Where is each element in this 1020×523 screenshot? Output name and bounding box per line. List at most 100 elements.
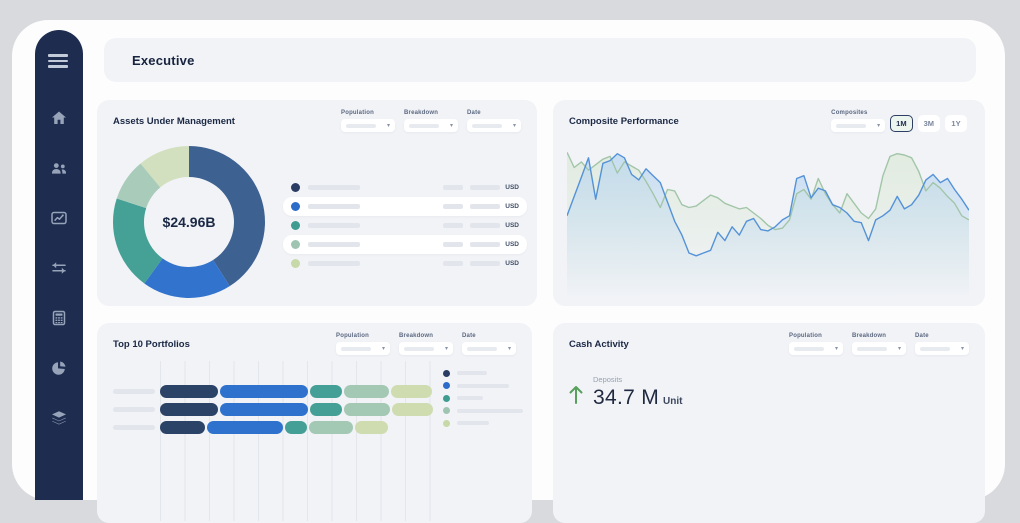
cash-filter-breakdown: Breakdown ▾	[852, 333, 906, 355]
currency-label: USD	[505, 241, 519, 248]
cash-date-select[interactable]: ▾	[915, 342, 969, 355]
cash-filter-date: Date ▾	[915, 333, 969, 355]
deposits-unit: Unit	[663, 396, 683, 407]
bar-segment	[310, 403, 342, 416]
select-placeholder	[794, 346, 824, 351]
value-skeleton	[443, 261, 464, 266]
name-skeleton	[308, 204, 360, 209]
page-title: Executive	[132, 52, 195, 68]
filter-label: Population	[789, 333, 822, 339]
filter-label: Population	[336, 333, 369, 339]
deposits-value: 34.7 M	[593, 386, 659, 409]
legend-item	[443, 382, 523, 389]
top-10-portfolios-card: Top 10 Portfolios Population ▾ Breakdown ▾ D…	[97, 323, 532, 523]
composite-blue-area	[567, 153, 969, 298]
sidebar-item-transactions[interactable]	[49, 258, 69, 278]
sidebar-item-calculator[interactable]	[49, 308, 69, 328]
value-skeleton	[470, 242, 501, 247]
aum-legend-row: USD	[283, 254, 527, 273]
sidebar-item-layers[interactable]	[49, 408, 69, 428]
name-skeleton	[308, 185, 360, 190]
top10-breakdown-select[interactable]: ▾	[399, 342, 453, 355]
chevron-down-icon: ▾	[877, 122, 881, 129]
top10-date-select[interactable]: ▾	[462, 342, 516, 355]
legend-dot	[443, 394, 450, 402]
cash-filter-population: Population ▾	[789, 333, 843, 355]
composites-filter: Composites ▾	[831, 110, 886, 132]
top10-filter-date: Date ▾	[462, 333, 516, 355]
currency-label: USD	[505, 222, 519, 229]
chevron-down-icon: ▾	[386, 122, 390, 129]
legend-dot	[291, 240, 300, 249]
aum-filters: Population ▾ Breakdown ▾ Date ▾	[341, 110, 521, 132]
cash-population-select[interactable]: ▾	[789, 342, 843, 355]
sidebar-nav	[49, 108, 69, 428]
aum-date-select[interactable]: ▾	[467, 119, 521, 132]
portfolio-bar-row	[113, 403, 435, 416]
donut-segment-4	[116, 163, 161, 209]
composite-performance-card: Composite Performance Composites ▾ 1M 3M 1Y	[553, 100, 985, 306]
cash-breakdown-select[interactable]: ▾	[852, 342, 906, 355]
chevron-down-icon: ▾	[834, 345, 838, 352]
aum-breakdown-select[interactable]: ▾	[404, 119, 458, 132]
aum-legend-row: USD	[283, 197, 527, 216]
select-placeholder	[472, 123, 502, 128]
period-button-1y[interactable]: 1Y	[945, 115, 967, 132]
chevron-down-icon: ▾	[897, 345, 901, 352]
value-skeleton	[443, 242, 464, 247]
filter-label: Population	[341, 110, 374, 116]
header-bar: Executive	[104, 38, 976, 82]
period-button-1m[interactable]: 1M	[890, 115, 913, 132]
aum-filter-breakdown: Breakdown ▾	[404, 110, 458, 132]
sidebar	[35, 30, 83, 500]
bar-segment	[160, 385, 218, 398]
sidebar-item-clients[interactable]	[49, 158, 69, 178]
name-skeleton	[308, 223, 360, 228]
bar-segment	[160, 421, 205, 434]
select-placeholder	[404, 346, 434, 351]
aum-population-select[interactable]: ▾	[341, 119, 395, 132]
cash-card-title: Cash Activity	[569, 339, 629, 350]
bar-segment	[392, 403, 433, 416]
assets-under-management-card: Assets Under Management Population ▾ Break…	[97, 100, 537, 306]
cash-filters: Population ▾ Breakdown ▾ Date ▾	[789, 333, 969, 355]
currency-label: USD	[505, 260, 519, 267]
calculator-icon	[52, 310, 66, 326]
aum-filter-population: Population ▾	[341, 110, 395, 132]
filter-label: Date	[462, 333, 476, 339]
select-placeholder	[346, 123, 376, 128]
aum-filter-date: Date ▾	[467, 110, 521, 132]
sidebar-item-performance[interactable]	[49, 208, 69, 228]
legend-label-skeleton	[457, 383, 509, 388]
period-button-3m[interactable]: 3M	[917, 115, 940, 132]
composites-select[interactable]: ▾	[831, 119, 886, 132]
aum-card-title: Assets Under Management	[113, 116, 235, 127]
value-skeleton	[470, 261, 501, 266]
legend-dot	[291, 183, 300, 192]
sidebar-item-home[interactable]	[49, 108, 69, 128]
top10-filters: Population ▾ Breakdown ▾ Date ▾	[336, 333, 516, 355]
portfolio-bar-row	[113, 421, 435, 434]
bar-segment	[220, 385, 308, 398]
portfolio-name-skeleton	[113, 389, 155, 394]
select-placeholder	[467, 346, 497, 351]
donut-segment-1	[189, 146, 265, 287]
legend-label-skeleton	[457, 408, 523, 413]
portfolio-bar-row	[113, 385, 435, 398]
aum-legend-list: USD USD USD USD USD	[283, 178, 527, 273]
value-skeleton	[470, 185, 501, 190]
value-skeleton	[470, 223, 501, 228]
bar-segment	[310, 385, 342, 398]
top10-population-select[interactable]: ▾	[336, 342, 390, 355]
currency-label: USD	[505, 203, 519, 210]
legend-item	[443, 419, 523, 427]
composite-blue-line	[567, 152, 969, 257]
filter-label: Composites	[831, 110, 868, 116]
hamburger-menu-icon[interactable]	[48, 50, 70, 72]
home-icon	[52, 111, 66, 124]
bar-segment	[285, 421, 307, 434]
legend-dot	[443, 382, 450, 389]
filter-label: Date	[467, 110, 481, 116]
value-skeleton	[443, 185, 464, 190]
sidebar-item-allocation[interactable]	[49, 358, 69, 378]
